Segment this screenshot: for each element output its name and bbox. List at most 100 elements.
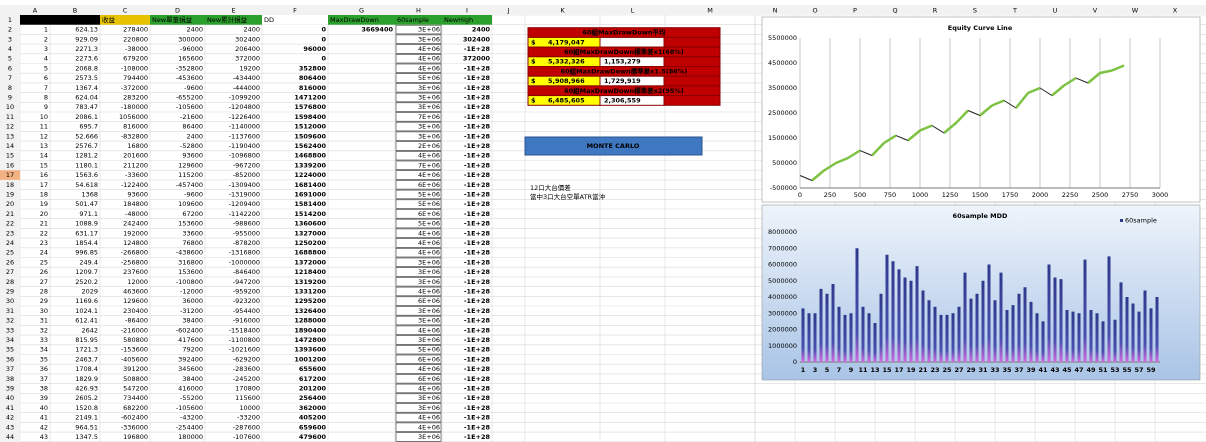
cell-value: 1295200	[294, 297, 326, 305]
cell-value: 14	[40, 152, 48, 160]
button-label[interactable]: MONTE CARLO	[587, 142, 640, 150]
sample-cell	[395, 403, 442, 413]
cell-value: -955000	[233, 229, 260, 237]
row-number: 18	[6, 181, 14, 189]
monte-carlo-button[interactable]	[524, 136, 703, 156]
cell-value: -216000	[121, 326, 148, 334]
cell-value: 6	[44, 74, 48, 82]
cell-value: 17	[40, 181, 48, 189]
cell-value: 242400	[123, 220, 148, 228]
column-letter: S	[973, 7, 977, 15]
chart-title: 60sample MDD	[953, 212, 1008, 220]
header-cell	[205, 15, 262, 25]
cell-value: 20	[40, 210, 48, 218]
bar	[951, 313, 955, 362]
cell-value: 43	[40, 433, 48, 441]
cell-value: 36	[40, 365, 48, 373]
column-letter: G	[359, 7, 364, 15]
cell-value: -283600	[233, 365, 260, 373]
cell-value: 28	[40, 287, 48, 295]
bar	[1011, 305, 1015, 362]
sample-cell	[395, 102, 442, 112]
cell-value: -287600	[233, 423, 260, 431]
sample-cell	[395, 218, 442, 229]
cell-value: -1100800	[229, 336, 260, 344]
sample-cell	[395, 277, 442, 287]
cell-value: 4	[44, 55, 48, 63]
cell-value: 1393600	[294, 346, 326, 354]
cell-value: 3E+06	[418, 278, 440, 286]
bar	[1071, 311, 1075, 362]
legend-swatch	[1120, 219, 1123, 222]
row-number: 10	[6, 103, 14, 111]
cell-value: 682200	[123, 404, 148, 412]
cell-value: 170800	[235, 384, 260, 392]
cell-value: 1088.9	[75, 220, 98, 228]
cell-value: 3E+06	[418, 394, 440, 402]
cell-value: -1E+28	[464, 346, 491, 354]
x-tick-label: 13	[870, 366, 879, 374]
cell-value: -1E+28	[464, 220, 491, 228]
max-drawdown-value: 3669400	[361, 26, 393, 34]
cell-value: 806400	[299, 74, 327, 82]
cell-value: 2E+06	[418, 142, 440, 150]
cell-value: -21600	[180, 113, 203, 121]
cell-value: 29	[40, 297, 48, 305]
sample-cell	[395, 344, 442, 355]
column-letter: E	[231, 7, 235, 15]
cell-value: 220800	[123, 35, 148, 43]
cell-value: -86400	[125, 317, 148, 325]
y-tick-label: 3000000	[768, 309, 797, 317]
cell-value: -256800	[121, 258, 148, 266]
cell-value: -1E+28	[464, 84, 491, 92]
cell-value: -988600	[233, 220, 260, 228]
x-tick-label: 750	[884, 191, 896, 199]
currency: $	[531, 38, 536, 46]
new-high-segment	[979, 104, 993, 117]
cell-value: -444000	[233, 84, 260, 92]
cell-value: 201200	[299, 384, 327, 392]
cell-value: -1021600	[229, 346, 260, 354]
cell-value: 2400	[186, 132, 203, 140]
cell-value: -1E+28	[464, 414, 491, 422]
sample-cell	[395, 432, 442, 442]
sample-cell	[395, 151, 442, 161]
new-high-segment	[1063, 76, 1077, 87]
stat-value: 4,179,047	[548, 38, 585, 46]
cell-value: 153600	[178, 220, 203, 228]
x-tick-label: 2500	[1092, 191, 1109, 199]
cell-value: 54.618	[75, 181, 98, 189]
cell-value: -1E+28	[464, 249, 491, 257]
cell-value: 180000	[178, 433, 203, 441]
cell-value: 996.85	[75, 249, 98, 257]
bar	[813, 313, 817, 362]
cell-value: 10	[40, 113, 48, 121]
x-tick-label: 35	[1002, 366, 1012, 374]
x-tick-label: 5	[825, 366, 830, 374]
cell-value: -954400	[233, 307, 260, 315]
cell-value: 1520.8	[75, 404, 98, 412]
x-tick-label: 9	[849, 366, 854, 374]
cell-value: -434400	[233, 74, 260, 82]
header-text: NewHigh	[444, 16, 473, 24]
row-number: 37	[6, 365, 14, 373]
cell-value: 129600	[178, 161, 203, 169]
column-letter: M	[707, 7, 713, 15]
row-number: 32	[6, 317, 14, 325]
cell-value: -1E+28	[464, 200, 491, 208]
x-tick-label: 1250	[942, 191, 959, 199]
column-letter: V	[1093, 7, 1098, 15]
cell-value: 4E+06	[418, 414, 440, 422]
bar	[1041, 321, 1045, 362]
cell-value: -1E+28	[464, 268, 491, 276]
row-header-bar	[0, 15, 20, 442]
cell-value: 2086.1	[75, 113, 98, 121]
x-tick-label: 21	[918, 366, 928, 374]
x-tick-label: 11	[858, 366, 868, 374]
cell-value: -1E+28	[464, 152, 491, 160]
cell-value: -959200	[233, 287, 260, 295]
cell-value: 405200	[299, 414, 327, 422]
x-tick-label: 19	[906, 366, 916, 374]
row-number: 23	[6, 229, 14, 237]
sample-cell	[395, 335, 442, 345]
